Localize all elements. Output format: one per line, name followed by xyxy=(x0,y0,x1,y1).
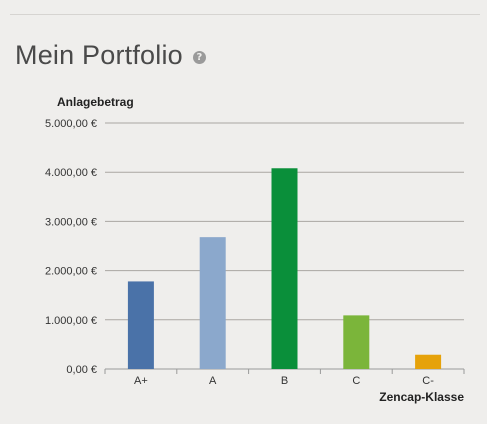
bar-b[interactable] xyxy=(271,168,298,369)
x-tick-label: A+ xyxy=(134,375,148,387)
y-tick-label: 5.000,00 € xyxy=(45,118,97,130)
y-tick-label: 0,00 € xyxy=(66,364,97,376)
x-tick-labels: A+ A B C C- xyxy=(104,369,465,387)
x-tick-label: C xyxy=(352,375,360,387)
bars xyxy=(127,168,442,369)
x-tick-label: A xyxy=(209,375,217,387)
y-tick-label: 3.000,00 € xyxy=(45,216,97,228)
x-tick-label: B xyxy=(281,375,288,387)
x-axis-label: Zencap-Klasse xyxy=(379,390,464,404)
y-tick-label: 2.000,00 € xyxy=(45,266,97,278)
y-tick-label: 1.000,00 € xyxy=(45,315,97,327)
page-title: Mein Portfolio xyxy=(15,40,183,70)
top-divider xyxy=(10,14,480,15)
bar-aplus[interactable] xyxy=(127,281,154,369)
header: Mein Portfolio ? xyxy=(15,40,206,71)
bar-cminus[interactable] xyxy=(415,354,442,369)
bar-a[interactable] xyxy=(199,237,226,369)
y-tick-label: 4.000,00 € xyxy=(45,167,97,179)
y-tick-labels: 0,00 € 1.000,00 € 2.000,00 € 3.000,00 € 4.00… xyxy=(45,118,97,376)
y-axis-label: Anlagebetrag xyxy=(57,95,134,109)
x-tick-label: C- xyxy=(422,375,434,387)
question-circle-icon[interactable]: ? xyxy=(192,51,206,64)
bar-c[interactable] xyxy=(343,315,370,369)
